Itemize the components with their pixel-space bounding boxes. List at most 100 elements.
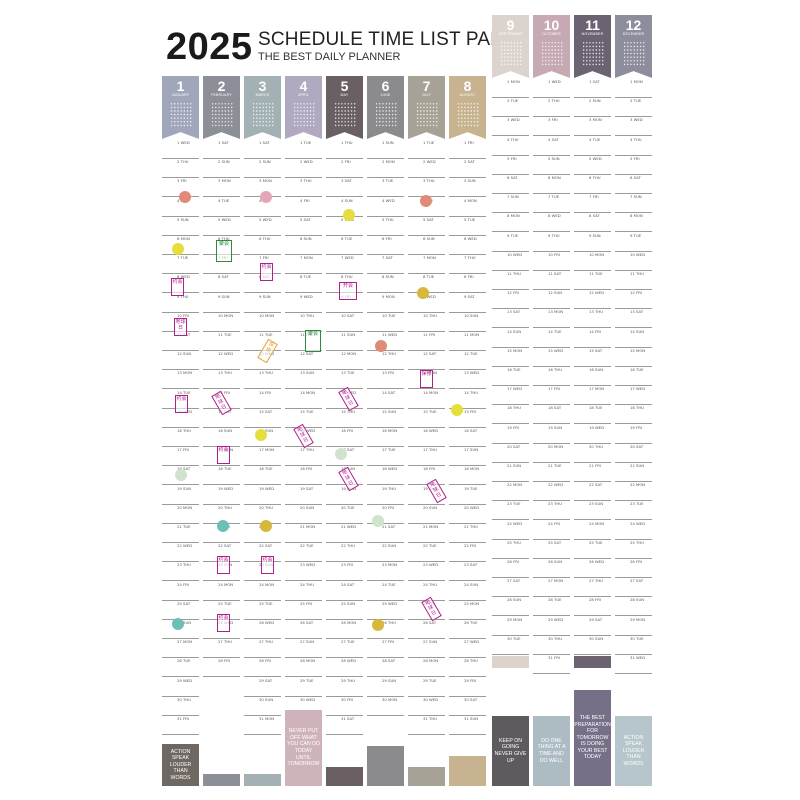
day-row[interactable]: 20 MON	[533, 443, 570, 463]
day-row[interactable]: 30 FRI	[326, 696, 363, 716]
day-row[interactable]: 14 SAT	[367, 389, 404, 409]
day-row[interactable]: 22 TUE	[408, 542, 445, 563]
day-row[interactable]: 30 SAT	[449, 696, 486, 716]
day-row[interactable]: 9 SAT	[449, 293, 486, 313]
day-row[interactable]: 2 WED	[285, 158, 322, 179]
day-row[interactable]: 4 THU	[615, 136, 652, 156]
day-row[interactable]: 27 MON	[533, 577, 570, 598]
day-row[interactable]: 29 TUE	[408, 677, 445, 697]
day-row[interactable]: 12 SAT	[285, 350, 322, 371]
day-row[interactable]: 30 TUE	[492, 635, 529, 655]
day-row[interactable]: 5 THU	[367, 216, 404, 236]
day-row[interactable]: 6 THU	[244, 235, 281, 255]
day-row[interactable]: 27 SUN	[285, 638, 322, 659]
day-row[interactable]: 16 WED	[408, 427, 445, 447]
day-row[interactable]: 4 TUE	[574, 136, 611, 156]
day-row[interactable]: 15 FRI	[449, 408, 486, 428]
day-row[interactable]: 6 THU	[574, 174, 611, 194]
day-row[interactable]: 12 SAT	[408, 350, 445, 371]
day-row[interactable]: 21 SAT	[367, 523, 404, 543]
day-row[interactable]: 17 FRI	[162, 446, 199, 467]
day-row[interactable]: 23 SUN	[574, 500, 611, 521]
day-row[interactable]: 16 FRI	[326, 427, 363, 447]
day-row[interactable]: 30 MON	[367, 696, 404, 716]
day-row[interactable]: 23 SAT	[449, 561, 486, 582]
day-row[interactable]: 7 TUE	[533, 193, 570, 214]
day-row[interactable]: 29 SAT	[244, 677, 281, 697]
day-row[interactable]: 30 WED	[408, 696, 445, 716]
day-row[interactable]: 5 SUN	[162, 216, 199, 236]
day-row[interactable]: 7 SUN	[492, 193, 529, 214]
day-row[interactable]: 1 THU	[326, 139, 363, 159]
day-row[interactable]: 15 WED	[533, 347, 570, 367]
day-row[interactable]: 27 SAT	[492, 577, 529, 598]
day-row[interactable]: 23 WED	[408, 561, 445, 582]
day-row[interactable]: 27 TUE	[326, 638, 363, 659]
day-row[interactable]: 27 THU	[203, 638, 240, 659]
day-row[interactable]: 6 MON	[162, 235, 199, 255]
day-row[interactable]: 17 WED	[492, 385, 529, 406]
day-row[interactable]: 31 FRI	[162, 715, 199, 735]
day-row[interactable]: 25 TUE	[244, 600, 281, 620]
day-row[interactable]: 5 SAT	[285, 216, 322, 236]
day-row[interactable]: 27 THU	[574, 577, 611, 598]
day-row[interactable]: 9 WED	[408, 293, 445, 313]
day-row[interactable]: 2 FRI	[326, 158, 363, 179]
day-row[interactable]: 2 MON	[367, 158, 404, 179]
day-row[interactable]: 2 THU	[162, 158, 199, 179]
day-row[interactable]: 24 THU	[408, 581, 445, 601]
day-row[interactable]: 1 TUE	[285, 139, 322, 159]
day-row[interactable]: 12 WED	[574, 289, 611, 310]
day-row[interactable]: 11 SAT	[533, 270, 570, 290]
day-row[interactable]: 1 SAT	[203, 139, 240, 159]
day-row[interactable]: 3 MON	[574, 116, 611, 137]
day-row[interactable]: 16 TUE	[492, 366, 529, 386]
day-row[interactable]: 23 THU	[162, 561, 199, 582]
day-row[interactable]: 3 WED	[492, 116, 529, 137]
day-row[interactable]: 26 MON	[326, 619, 363, 639]
day-row[interactable]: 16 SAT	[449, 427, 486, 447]
day-row[interactable]: 30 THU	[533, 635, 570, 655]
day-row[interactable]: 21 SUN	[492, 462, 529, 482]
day-row[interactable]: 24 TUE	[367, 581, 404, 601]
day-row[interactable]: 17 THU	[285, 446, 322, 467]
day-row[interactable]: 5 FRI	[615, 155, 652, 175]
day-row[interactable]: 24 SUN	[449, 581, 486, 601]
day-row[interactable]: 22 FRI	[449, 542, 486, 563]
day-row[interactable]: 7 SUN	[615, 193, 652, 214]
day-row[interactable]: 16 THU	[533, 366, 570, 386]
day-row[interactable]: 4 MON	[449, 197, 486, 217]
day-row[interactable]: 15 SUN	[367, 408, 404, 428]
day-row[interactable]: 28 SUN	[615, 596, 652, 617]
day-row[interactable]: 3 THU	[285, 177, 322, 198]
day-row[interactable]: 31 SUN	[449, 715, 486, 735]
day-row[interactable]: 30 TUE	[615, 635, 652, 655]
day-row[interactable]: 31 FRI	[533, 654, 570, 674]
day-row[interactable]: 27 SUN	[408, 638, 445, 659]
day-row[interactable]: 12 THU	[367, 350, 404, 371]
day-row[interactable]: 2 SUN	[203, 158, 240, 179]
day-row[interactable]: 15 SAT	[574, 347, 611, 367]
day-row[interactable]: 28 SUN	[492, 596, 529, 617]
day-row[interactable]: 6 TUE	[326, 235, 363, 255]
day-row[interactable]: 19 FRI	[615, 424, 652, 444]
day-row[interactable]: 4 FRI	[285, 197, 322, 217]
day-row[interactable]: 22 TUE	[285, 542, 322, 563]
day-row[interactable]: 2 TUE	[492, 97, 529, 118]
day-row[interactable]: 6 SUN	[285, 235, 322, 255]
day-row[interactable]: 21 MON	[285, 523, 322, 543]
day-row[interactable]: 16 SUN	[574, 366, 611, 386]
day-row[interactable]: 20 SAT	[492, 443, 529, 463]
day-row[interactable]: 25 TUE	[574, 539, 611, 559]
day-row[interactable]: 6 MON	[533, 174, 570, 194]
day-row[interactable]: 17 TUE	[367, 446, 404, 467]
day-row[interactable]: 5 FRI	[492, 155, 529, 175]
day-row[interactable]: 10 MON	[244, 312, 281, 332]
day-row[interactable]: 20 SAT	[615, 443, 652, 463]
day-row[interactable]: 29 SUN	[367, 677, 404, 697]
day-row[interactable]: 13 SAT	[492, 308, 529, 329]
day-row[interactable]: 15 TUE	[408, 408, 445, 428]
day-row[interactable]: 7 THU	[449, 254, 486, 275]
day-row[interactable]: 24 MON	[244, 581, 281, 601]
day-row[interactable]: 9 TUE	[615, 232, 652, 252]
